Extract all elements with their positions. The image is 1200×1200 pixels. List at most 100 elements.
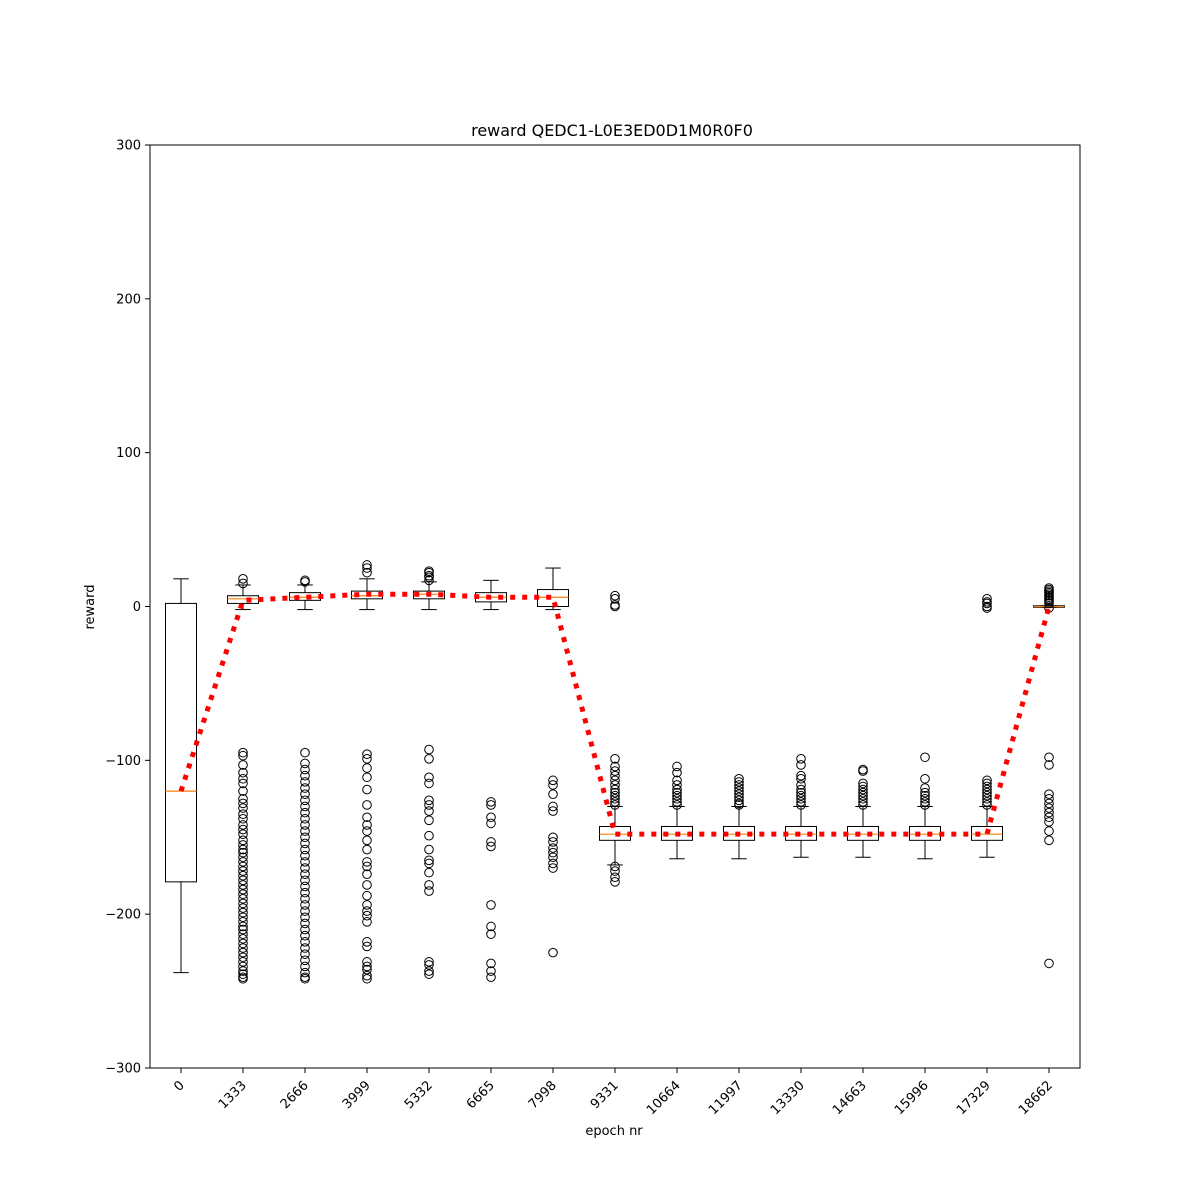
outlier-point — [238, 924, 248, 935]
outlier-point — [424, 844, 434, 855]
outlier-point — [238, 947, 248, 958]
outlier-point — [300, 838, 310, 849]
outlier-point — [238, 957, 248, 967]
box-1333 — [227, 574, 259, 984]
y-tick-label: −300 — [105, 1062, 141, 1077]
outlier-point — [300, 857, 310, 867]
outlier-point — [796, 753, 806, 764]
outlier-point — [672, 793, 682, 804]
outlier-point — [300, 801, 310, 812]
box-iqr — [289, 592, 321, 601]
outlier-point — [672, 780, 682, 790]
outlier-point — [300, 924, 310, 935]
outlier-point — [610, 784, 620, 795]
x-tick-label: 6665 — [464, 1078, 498, 1112]
outlier-point — [858, 787, 868, 798]
outlier-point — [1044, 803, 1054, 813]
outlier-point — [238, 767, 248, 778]
outlier-point — [300, 758, 310, 769]
outlier-point — [982, 790, 992, 801]
outlier-point — [362, 861, 372, 872]
outlier-point — [424, 886, 434, 896]
outlier-point — [548, 832, 558, 843]
box-6665 — [475, 579, 507, 983]
outlier-point — [486, 958, 496, 969]
box-iqr — [909, 825, 941, 841]
box-iqr — [413, 590, 445, 600]
outlier-point — [238, 840, 248, 850]
outlier-point — [300, 943, 310, 953]
outlier-point — [610, 766, 620, 776]
outlier-point — [548, 837, 558, 847]
outlier-point — [238, 973, 248, 984]
outlier-point — [734, 800, 744, 810]
outlier-point — [486, 966, 496, 976]
outlier-point — [486, 797, 496, 807]
outlier-point — [1044, 793, 1054, 804]
outlier-point — [424, 753, 434, 764]
y-tick-label: 100 — [116, 446, 141, 461]
outlier-point — [300, 869, 310, 879]
outlier-point — [548, 843, 558, 853]
outlier-point — [300, 949, 310, 959]
outlier-point — [238, 820, 248, 830]
outlier-point — [300, 893, 310, 904]
box-5332 — [413, 566, 445, 979]
box-iqr — [227, 595, 259, 604]
outlier-point — [920, 797, 930, 807]
y-tick-label: −200 — [105, 908, 141, 923]
outlier-point — [734, 786, 744, 796]
x-tick-label: 0 — [171, 1078, 187, 1094]
outlier-point — [548, 780, 558, 790]
outlier-point — [610, 793, 620, 804]
outlier-point — [1044, 760, 1054, 770]
outlier-point — [796, 797, 806, 807]
outlier-point — [238, 793, 248, 804]
outlier-point — [610, 775, 620, 786]
outlier-point — [982, 598, 992, 609]
box-iqr — [661, 825, 693, 841]
outlier-point — [300, 937, 310, 947]
outlier-point — [982, 603, 992, 613]
outlier-point — [486, 841, 496, 852]
outlier-point — [424, 575, 434, 586]
outlier-point — [238, 903, 248, 913]
outlier-point — [610, 790, 620, 801]
outlier-point — [610, 861, 620, 872]
outlier-point — [486, 812, 496, 823]
outlier-point — [1044, 835, 1054, 846]
outlier-point — [362, 800, 372, 810]
x-tick-label: 7998 — [526, 1078, 560, 1112]
outlier-point — [424, 858, 434, 869]
outlier-point — [610, 601, 620, 612]
outlier-point — [424, 744, 434, 755]
outlier-point — [238, 574, 248, 584]
outlier-point — [238, 866, 248, 876]
outlier-point — [238, 798, 248, 809]
outlier-point — [920, 787, 930, 798]
outlier-point — [796, 790, 806, 801]
outlier-point — [362, 753, 372, 764]
outlier-point — [300, 747, 310, 758]
outlier-point — [424, 806, 434, 816]
box-2666 — [289, 575, 321, 984]
outlier-point — [672, 787, 682, 798]
outlier-point — [982, 594, 992, 604]
outlier-point — [796, 787, 806, 798]
outlier-point — [796, 780, 806, 790]
outlier-point — [486, 818, 496, 829]
outlier-point — [982, 778, 992, 789]
outlier-point — [486, 800, 496, 810]
outlier-point — [610, 877, 620, 887]
outlier-point — [734, 783, 744, 793]
outlier-point — [610, 753, 620, 764]
outlier-point — [424, 969, 434, 979]
outlier-point — [796, 770, 806, 781]
outlier-point — [424, 966, 434, 976]
x-axis: 0 1333 2666 3999 5332 6665 7998 9331 10664 11997 1… — [171, 1068, 1056, 1118]
box-15996 — [909, 752, 941, 860]
outlier-point — [672, 767, 682, 778]
outlier-point — [1044, 807, 1054, 818]
box-11997 — [723, 773, 755, 860]
outlier-point — [548, 847, 558, 858]
